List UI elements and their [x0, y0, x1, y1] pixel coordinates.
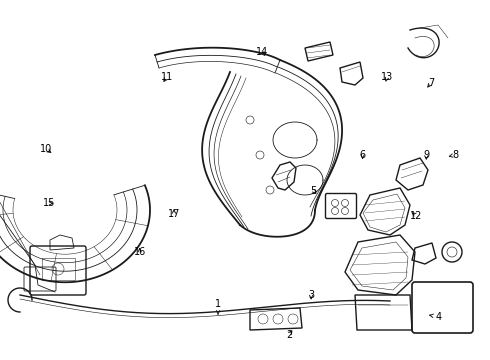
Text: 14: 14: [256, 47, 269, 57]
Text: 8: 8: [449, 150, 459, 160]
Text: 16: 16: [133, 247, 146, 257]
Text: 6: 6: [360, 150, 366, 160]
Text: 2: 2: [286, 330, 292, 340]
Text: 7: 7: [428, 78, 434, 88]
Text: 10: 10: [41, 144, 53, 154]
Text: 12: 12: [410, 211, 423, 221]
Text: 5: 5: [311, 186, 317, 196]
Text: 4: 4: [430, 312, 441, 322]
Text: 13: 13: [381, 72, 393, 82]
Text: 11: 11: [161, 72, 173, 82]
Text: 15: 15: [43, 198, 55, 208]
Text: 17: 17: [168, 209, 180, 219]
Text: 9: 9: [423, 150, 429, 160]
Text: 1: 1: [215, 299, 221, 315]
Text: 3: 3: [308, 290, 314, 300]
